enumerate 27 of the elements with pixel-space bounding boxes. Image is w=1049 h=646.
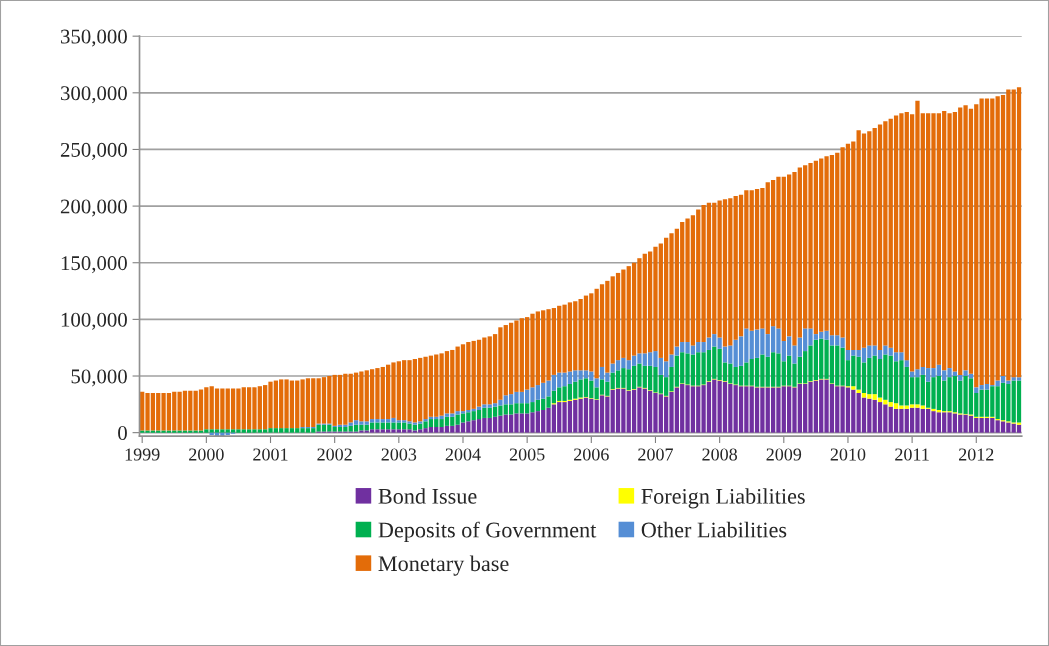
x-tick-label: 2009 <box>766 448 802 461</box>
x-tick-label: 2011 <box>895 448 929 461</box>
legend-label: Foreign Liabilities <box>641 488 805 509</box>
y-tick-label: 150,000 <box>61 256 127 274</box>
x-tick-label: 2000 <box>189 448 224 461</box>
x-tick-label: 2002 <box>317 448 352 461</box>
x-tick-label: 2001 <box>253 448 288 461</box>
x-tick-label: 2003 <box>381 448 417 461</box>
x-tick-label: 2008 <box>702 448 737 461</box>
y-tick-label: 250,000 <box>60 142 127 160</box>
x-tick-label: 2010 <box>830 448 866 461</box>
x-tick-label: 1999 <box>125 448 160 461</box>
x-tick-label: 2005 <box>509 448 545 461</box>
y-tick-label: 350,000 <box>61 29 127 47</box>
legend-label: Bond Issue <box>378 488 477 504</box>
legend-label: Deposits of Government <box>378 521 597 543</box>
y-tick-label: 0 <box>118 426 127 441</box>
x-tick-label: 2004 <box>445 448 481 461</box>
y-tick-label: 100,000 <box>61 312 127 330</box>
y-tick-label: 200,000 <box>60 199 127 217</box>
legend-label: Monetary base <box>378 555 509 576</box>
legend-label: Other Liabilities <box>641 521 787 538</box>
x-tick-label: 2006 <box>574 448 609 461</box>
y-tick-label: 50,000 <box>71 369 127 387</box>
x-tick-label: 2007 <box>638 448 674 461</box>
y-tick-label: 300,000 <box>61 86 127 104</box>
x-tick-label: 2012 <box>959 448 994 461</box>
